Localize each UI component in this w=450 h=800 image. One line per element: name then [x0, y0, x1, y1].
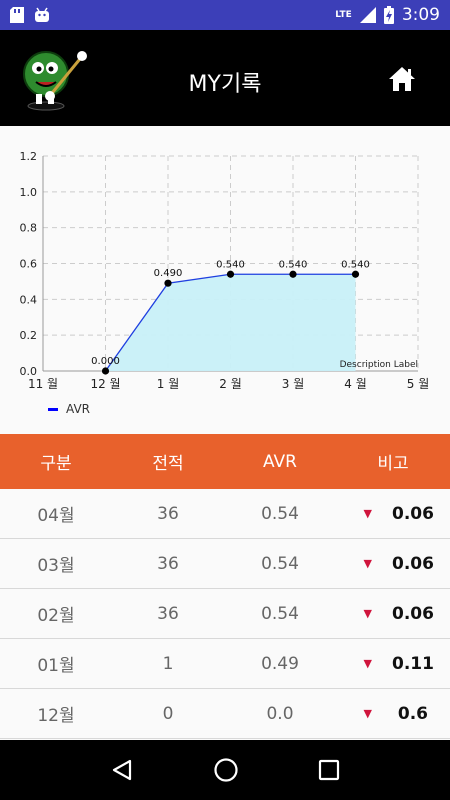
cell-record: 36 — [157, 503, 179, 524]
down-triangle-icon: ▼ — [363, 557, 372, 570]
header-avr: AVR — [263, 451, 297, 472]
cell-month: 04월 — [37, 506, 75, 526]
x-tick-label: 4 월 — [344, 377, 367, 391]
chart-legend: AVR — [48, 402, 90, 416]
cell-month: 12월 — [37, 706, 75, 726]
data-point — [164, 279, 172, 287]
cell-avr: 0.0 — [266, 703, 294, 724]
cell-note: ▼ 0.06 — [336, 604, 450, 624]
sd-card-icon — [10, 7, 24, 23]
cell-avr: 0.54 — [261, 503, 299, 524]
cell-avr: 0.49 — [261, 653, 299, 674]
y-tick-label: 0.0 — [20, 365, 38, 378]
chart-area: 0.0 0.2 0.4 0.6 0.8 1.0 1.2 11 월 12 월 1 월 2 월 3 월 4 … — [0, 126, 450, 434]
data-label: 0.490 — [154, 268, 183, 279]
data-label: 0.540 — [341, 259, 370, 270]
x-tick-label: 1 월 — [157, 377, 180, 391]
note-value: 0.06 — [392, 553, 434, 574]
cell-record: 0 — [162, 703, 174, 724]
note-value: 0.06 — [392, 503, 434, 524]
table-header: 구분 전적 AVR 비고 — [0, 434, 450, 489]
header-record: 전적 — [152, 454, 184, 474]
description-label: Description Label — [340, 360, 418, 370]
app-bar: MY기록 — [0, 30, 450, 126]
legend-swatch — [48, 407, 58, 411]
y-tick-label: 1.2 — [20, 150, 38, 163]
home-circle-icon[interactable] — [213, 757, 239, 783]
data-label: 0.540 — [279, 259, 308, 270]
cell-note: ▼ 0.11 — [336, 654, 450, 674]
recents-icon[interactable] — [318, 759, 340, 781]
y-tick-label: 0.6 — [20, 258, 38, 271]
status-left-icons — [10, 7, 50, 23]
x-tick-label: 2 월 — [219, 377, 242, 391]
cell-month: 02월 — [37, 606, 75, 626]
note-value: 0.11 — [392, 653, 434, 674]
down-triangle-icon: ▼ — [363, 657, 372, 670]
battery-charging-icon — [383, 6, 394, 24]
data-label: 0.000 — [91, 356, 120, 367]
cell-avr: 0.54 — [261, 553, 299, 574]
system-nav-bar — [0, 740, 450, 800]
signal-icon — [359, 7, 376, 23]
cell-note: ▼ 0.06 — [336, 504, 450, 524]
avr-line-chart: 0.0 0.2 0.4 0.6 0.8 1.0 1.2 11 월 12 월 1 월 2 월 3 월 4 … — [20, 150, 430, 391]
table-row[interactable]: 12월 0 0.0 ▼ 0.6 — [0, 689, 450, 739]
series-fill — [105, 274, 356, 371]
back-icon[interactable] — [110, 758, 134, 782]
cell-note: ▼ 0.06 — [336, 554, 450, 574]
mascot-logo[interactable] — [22, 44, 92, 120]
table-row[interactable]: 04월 36 0.54 ▼ 0.06 — [0, 489, 450, 539]
record-table: 04월 36 0.54 ▼ 0.06 03월 36 0.54 ▼ 0.06 02… — [0, 489, 450, 739]
y-tick-label: 0.4 — [20, 293, 38, 306]
header-note: 비고 — [377, 454, 409, 474]
cell-month: 03월 — [37, 556, 75, 576]
note-value: 0.6 — [397, 703, 428, 724]
home-icon[interactable] — [388, 66, 416, 92]
clock: 3:09 — [401, 5, 440, 25]
page-title: MY기록 — [188, 72, 262, 97]
y-tick-label: 0.2 — [20, 329, 38, 342]
android-icon — [35, 7, 49, 22]
home-button[interactable] — [388, 66, 416, 96]
network-label: LTE — [335, 10, 352, 20]
down-triangle-icon: ▼ — [363, 607, 372, 620]
status-bar: LTE 3:09 — [0, 0, 450, 30]
header-category: 구분 — [40, 454, 72, 474]
x-tick-label: 5 월 — [407, 377, 430, 391]
down-triangle-icon: ▼ — [363, 507, 372, 520]
status-right: LTE 3:09 — [335, 5, 440, 25]
x-tick-label: 3 월 — [282, 377, 305, 391]
cell-record: 36 — [157, 553, 179, 574]
y-tick-label: 1.0 — [20, 186, 38, 199]
x-tick-label: 11 월 — [28, 377, 58, 391]
cell-record: 1 — [162, 653, 174, 674]
data-label: 0.540 — [216, 259, 245, 270]
data-point — [226, 270, 235, 278]
y-tick-label: 0.8 — [20, 222, 38, 235]
table-row[interactable]: 01월 1 0.49 ▼ 0.11 — [0, 639, 450, 689]
cell-avr: 0.54 — [261, 603, 299, 624]
legend-label: AVR — [66, 402, 90, 416]
note-value: 0.06 — [392, 603, 434, 624]
cell-record: 36 — [157, 603, 179, 624]
cell-note: ▼ 0.6 — [336, 704, 450, 724]
table-row[interactable]: 03월 36 0.54 ▼ 0.06 — [0, 539, 450, 589]
data-point — [351, 270, 360, 278]
table-row[interactable]: 02월 36 0.54 ▼ 0.06 — [0, 589, 450, 639]
down-triangle-icon: ▼ — [363, 707, 372, 720]
cell-month: 01월 — [37, 656, 75, 676]
data-point — [101, 367, 110, 375]
x-tick-label: 12 월 — [90, 377, 120, 391]
data-point — [289, 270, 297, 278]
